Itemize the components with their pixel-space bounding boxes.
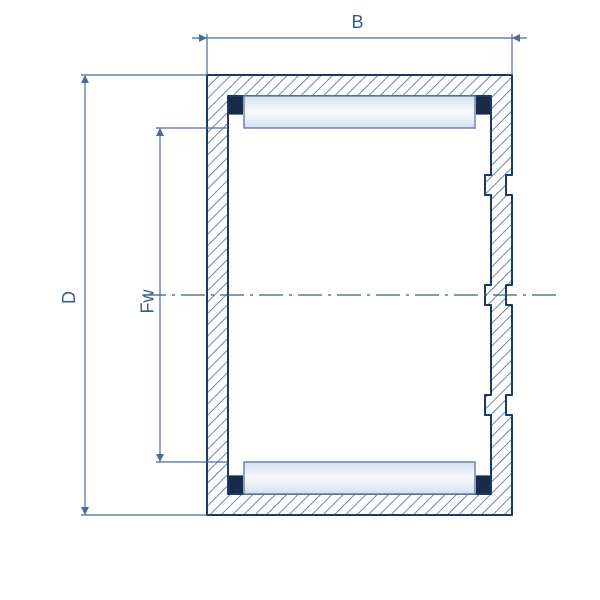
dimension-label-width: B <box>352 12 364 33</box>
bearing-cross-section-diagram <box>0 0 600 600</box>
dimension-label-outer-height: D <box>59 291 80 304</box>
dimension-label-inner-height: Fw <box>138 290 159 314</box>
